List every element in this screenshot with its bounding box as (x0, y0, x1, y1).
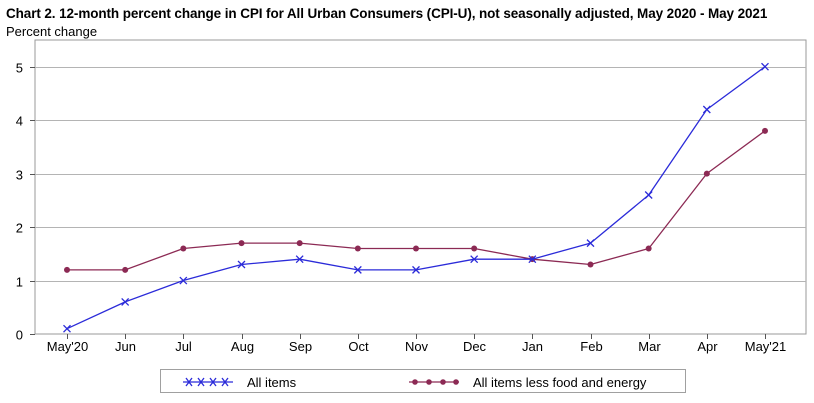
x-tick-label: Apr (697, 339, 718, 354)
data-point-dot-marker (64, 266, 70, 273)
data-point-x-marker (353, 265, 362, 274)
data-point-dot-marker (180, 245, 187, 252)
data-point-x-marker (528, 255, 537, 264)
data-point-dot-marker (238, 240, 245, 247)
data-point-x-marker (644, 191, 653, 199)
data-point-x-marker (586, 239, 595, 248)
x-tick-label: Dec (463, 339, 487, 354)
x-tick-label: Jul (175, 339, 192, 354)
x-tick-label: Sep (289, 339, 312, 354)
x-tick-label: Nov (405, 339, 429, 354)
data-point-x-marker (237, 260, 246, 269)
data-point-dot-marker (587, 261, 594, 268)
x-tick-label: May'21 (745, 339, 787, 354)
series-all-items (63, 62, 769, 333)
data-point-dot-marker (354, 245, 361, 252)
y-tick-label: 2 (16, 221, 23, 236)
legend-label: All items less food and energy (473, 374, 647, 390)
x-tick-label: Jun (115, 339, 136, 354)
data-point-dot-marker (762, 127, 768, 134)
x-tick-label: May'20 (47, 339, 89, 354)
legend-swatch-x-marker (183, 377, 233, 387)
chart-title: Chart 2. 12-month percent change in CPI … (6, 6, 768, 21)
data-point-x-marker (702, 105, 711, 114)
y-axis-label: Percent change (6, 24, 98, 39)
legend-label: All items (247, 374, 297, 390)
plot-area (34, 39, 807, 335)
series-all-items-less-food-energy (64, 127, 768, 273)
y-tick-label: 3 (16, 168, 23, 183)
legend-item-all-items: All items (183, 374, 296, 390)
data-point-dot-marker (413, 245, 419, 252)
data-point-dot-marker (703, 170, 710, 177)
y-tick-label: 0 (16, 328, 23, 343)
data-point-x-marker (179, 276, 188, 285)
data-point-dot-marker (645, 245, 652, 252)
data-point-dot-marker (471, 245, 478, 252)
data-point-dot-marker (122, 266, 129, 273)
data-point-x-marker (121, 297, 130, 306)
data-point-x-marker (412, 265, 420, 274)
x-tick-label: Aug (231, 339, 254, 354)
x-tick-label: Mar (638, 339, 661, 354)
x-tick-label: Oct (348, 339, 369, 354)
data-point-dot-marker (296, 240, 303, 247)
legend-item-core: All items less food and energy (409, 374, 646, 390)
data-point-x-marker (63, 324, 71, 333)
y-tick-label: 5 (16, 61, 23, 76)
chart-legend: All items All items less food and energy (160, 369, 686, 393)
x-tick-label: Jan (522, 339, 543, 354)
x-tick-label: Feb (580, 339, 602, 354)
data-point-x-marker (295, 255, 304, 264)
data-point-x-marker (761, 62, 769, 71)
y-tick-label: 4 (16, 114, 23, 129)
y-tick-label: 1 (16, 275, 23, 290)
legend-swatch-dot-marker (409, 379, 459, 385)
data-point-x-marker (470, 255, 479, 264)
